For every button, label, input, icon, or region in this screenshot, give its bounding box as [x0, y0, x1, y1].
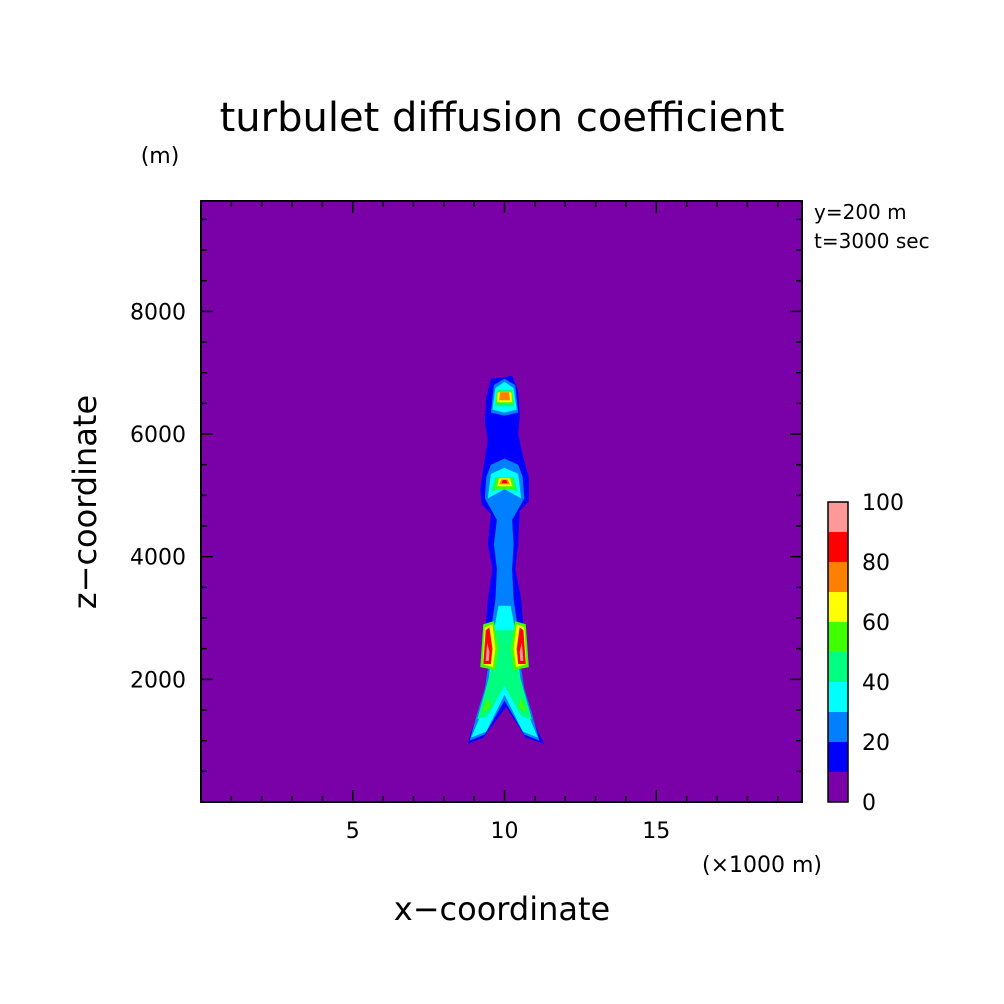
colorbar-swatch	[828, 592, 848, 622]
y-tick-label: 6000	[130, 423, 186, 448]
y-axis-label: z−coordinate	[66, 395, 104, 609]
chart-title: turbulet diffusion coefficient	[220, 95, 785, 141]
contour-band-5	[481, 697, 491, 714]
colorbar-swatch	[828, 652, 848, 682]
colorbar-swatch	[828, 562, 848, 592]
contour-band-2	[469, 458, 540, 741]
colorbar-swatch	[828, 772, 848, 802]
contour-band-9	[485, 642, 490, 661]
annotation-t: t=3000 sec	[814, 229, 930, 253]
contour-band-5	[518, 697, 528, 714]
plot-frame	[200, 200, 803, 803]
contour-band-4	[477, 630, 532, 720]
x-unit-label: (×1000 m)	[702, 853, 822, 878]
colorbar-labels: 0 20 40 60 80 100	[862, 491, 904, 816]
colorbar-swatch	[828, 712, 848, 742]
colorbar-frame	[827, 501, 849, 803]
colorbar-tick-label: 0	[862, 791, 876, 816]
y-tick-labels: 2000 4000 6000 8000	[130, 300, 186, 693]
colorbar-tick-label: 80	[862, 551, 890, 576]
contour-bands	[468, 375, 544, 744]
x-axis-label: x−coordinate	[394, 890, 610, 928]
colorbar-swatch	[828, 682, 848, 712]
x-tick-labels: 5 10 15	[346, 819, 671, 844]
colorbar-swatch	[828, 742, 848, 772]
contour-band-8	[501, 480, 508, 484]
y-tick-label: 4000	[130, 546, 186, 571]
x-tick-label: 5	[346, 819, 360, 844]
colorbar	[827, 501, 849, 803]
colorbar-tick-label: 60	[862, 611, 890, 636]
colorbar-swatch	[828, 532, 848, 562]
y-tick-label: 8000	[130, 300, 186, 325]
contour-band-9	[519, 642, 524, 661]
colorbar-tick-label: 100	[862, 491, 904, 516]
colorbar-swatch	[828, 622, 848, 652]
y-unit-label: (m)	[141, 144, 180, 169]
colorbar-swatch	[828, 502, 848, 532]
colorbar-tick-label: 40	[862, 671, 890, 696]
plot-area	[200, 200, 803, 803]
annotation-y: y=200 m	[814, 200, 907, 224]
x-tick-label: 10	[491, 819, 519, 844]
colorbar-tick-label: 20	[862, 731, 890, 756]
contour-band-7	[499, 392, 510, 401]
x-tick-label: 15	[642, 819, 670, 844]
y-tick-label: 2000	[130, 668, 186, 693]
